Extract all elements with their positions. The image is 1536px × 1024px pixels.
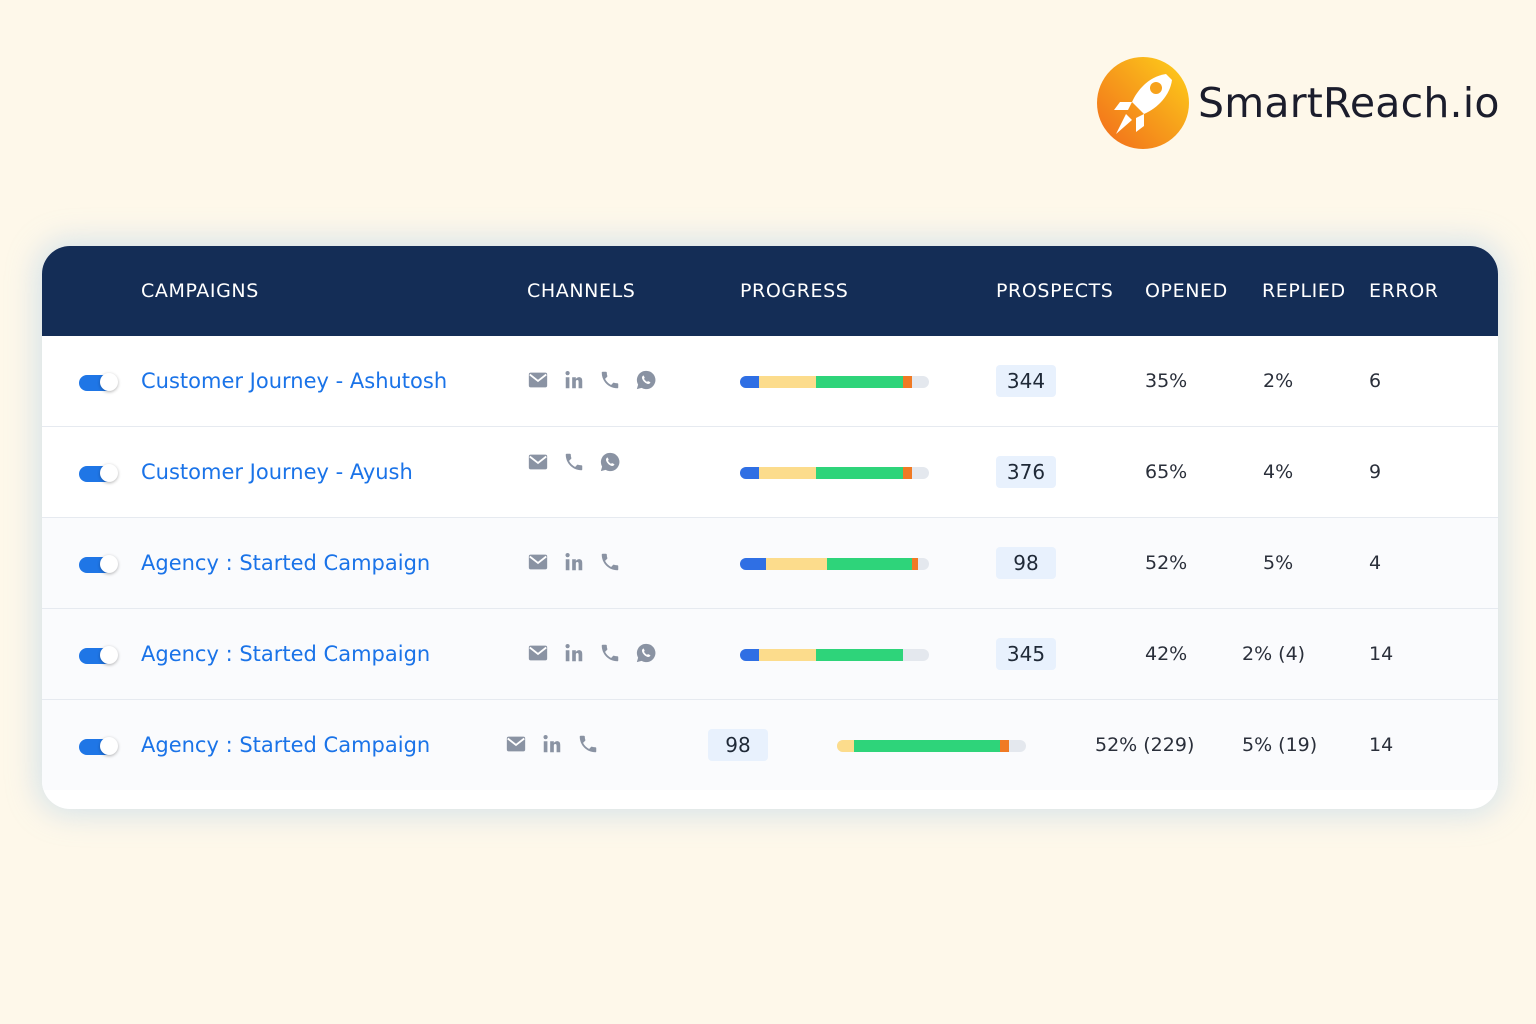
progress-segment-blue [740,467,759,479]
opened-rate: 42% [1145,643,1188,665]
progress-segment-orange [999,740,1009,752]
error-count: 14 [1369,734,1394,756]
error-count: 9 [1369,461,1382,483]
email-icon [505,733,527,755]
smartreach-logo: SmartReach.io [1096,56,1500,150]
campaign-name-link[interactable]: Customer Journey - Ayush [141,460,413,484]
phone-icon [599,369,621,391]
progress-segment-yellow [758,649,816,661]
progress-segment-green [815,376,903,388]
linkedin-icon [563,551,585,573]
progress-segment-orange [902,467,912,479]
whatsapp-icon [635,642,657,664]
progress-segment-green [815,467,903,479]
campaign-name-link[interactable]: Agency : Started Campaign [141,551,431,575]
progress-bar [837,740,1026,752]
campaign-name-link[interactable]: Customer Journey - Ashutosh [141,369,448,393]
campaign-name-link[interactable]: Agency : Started Campaign [141,733,431,757]
table-row[interactable]: Agency : Started Campaign 345 42% 2% (4) 14 [42,609,1498,700]
table-row[interactable]: Customer Journey - Ayush 376 65% 4% 9 [42,427,1498,518]
channels-list [527,335,657,425]
phone-icon [577,733,599,755]
linkedin-icon [541,733,563,755]
toggle-knob [100,555,118,573]
progress-segment-green [854,740,1000,752]
table-row[interactable]: Agency : Started Campaign 98 52% (229) 5% (… [42,700,1498,790]
campaigns-table: CAMPAIGNS CHANNELS PROGRESS PROSPECTS OP… [42,246,1498,809]
whatsapp-icon [599,451,621,473]
linkedin-icon [563,642,585,664]
progress-segment-yellow [837,740,854,752]
error-count: 14 [1369,643,1394,665]
opened-rate: 52% (229) [1095,734,1195,756]
header-channels[interactable]: CHANNELS [527,280,636,302]
header-error[interactable]: ERROR [1369,280,1439,302]
toggle-knob [100,737,118,755]
prospects-count[interactable]: 98 [708,729,768,761]
table-row[interactable]: Agency : Started Campaign 98 52% 5% 4 [42,518,1498,609]
header-opened[interactable]: OPENED [1145,280,1228,302]
progress-segment-green [815,649,903,661]
progress-segment-orange [902,376,912,388]
phone-icon [563,451,585,473]
progress-bar [740,649,929,661]
progress-segment-blue [740,649,759,661]
email-icon [527,642,549,664]
phone-icon [599,642,621,664]
toggle-knob [100,373,118,391]
channels-list [527,517,621,607]
header-campaigns[interactable]: CAMPAIGNS [141,280,259,302]
prospects-count[interactable]: 376 [996,456,1056,488]
email-icon [527,369,549,391]
progress-segment-yellow [758,467,816,479]
progress-segment-yellow [766,558,827,570]
progress-bar [740,467,929,479]
error-count: 4 [1369,552,1382,574]
email-icon [527,551,549,573]
email-icon [527,451,549,473]
progress-segment-blue [740,376,759,388]
channels-list [527,417,621,507]
opened-rate: 65% [1145,461,1188,483]
header-replied[interactable]: REPLIED [1262,280,1346,302]
progress-bar [740,376,929,388]
header-progress[interactable]: PROGRESS [740,280,849,302]
phone-icon [599,551,621,573]
rocket-logo-icon [1096,56,1190,150]
progress-bar [740,558,929,570]
prospects-count[interactable]: 344 [996,365,1056,397]
brand-name: SmartReach.io [1198,79,1500,127]
campaign-toggle[interactable] [79,737,118,755]
campaign-toggle[interactable] [79,464,118,482]
progress-segment-yellow [758,376,816,388]
prospects-count[interactable]: 98 [996,547,1056,579]
campaign-name-link[interactable]: Agency : Started Campaign [141,642,431,666]
replied-rate: 2% [1263,370,1294,392]
prospects-count[interactable]: 345 [996,638,1056,670]
replied-rate: 4% [1263,461,1294,483]
toggle-knob [100,464,118,482]
whatsapp-icon [635,369,657,391]
campaign-toggle[interactable] [79,373,118,391]
replied-rate: 5% [1263,552,1294,574]
opened-rate: 52% [1145,552,1188,574]
progress-segment-green [826,558,912,570]
progress-segment-blue [740,558,767,570]
table-header: CAMPAIGNS CHANNELS PROGRESS PROSPECTS OP… [42,246,1498,336]
toggle-knob [100,646,118,664]
campaign-toggle[interactable] [79,646,118,664]
linkedin-icon [563,369,585,391]
error-count: 6 [1369,370,1382,392]
header-prospects[interactable]: PROSPECTS [996,280,1114,302]
channels-list [505,699,599,789]
opened-rate: 35% [1145,370,1188,392]
channels-list [527,608,657,698]
progress-segment-orange [911,558,918,570]
table-row[interactable]: Customer Journey - Ashutosh 344 35% 2% 6 [42,336,1498,427]
campaign-toggle[interactable] [79,555,118,573]
replied-rate: 2% (4) [1242,643,1306,665]
replied-rate: 5% (19) [1242,734,1318,756]
